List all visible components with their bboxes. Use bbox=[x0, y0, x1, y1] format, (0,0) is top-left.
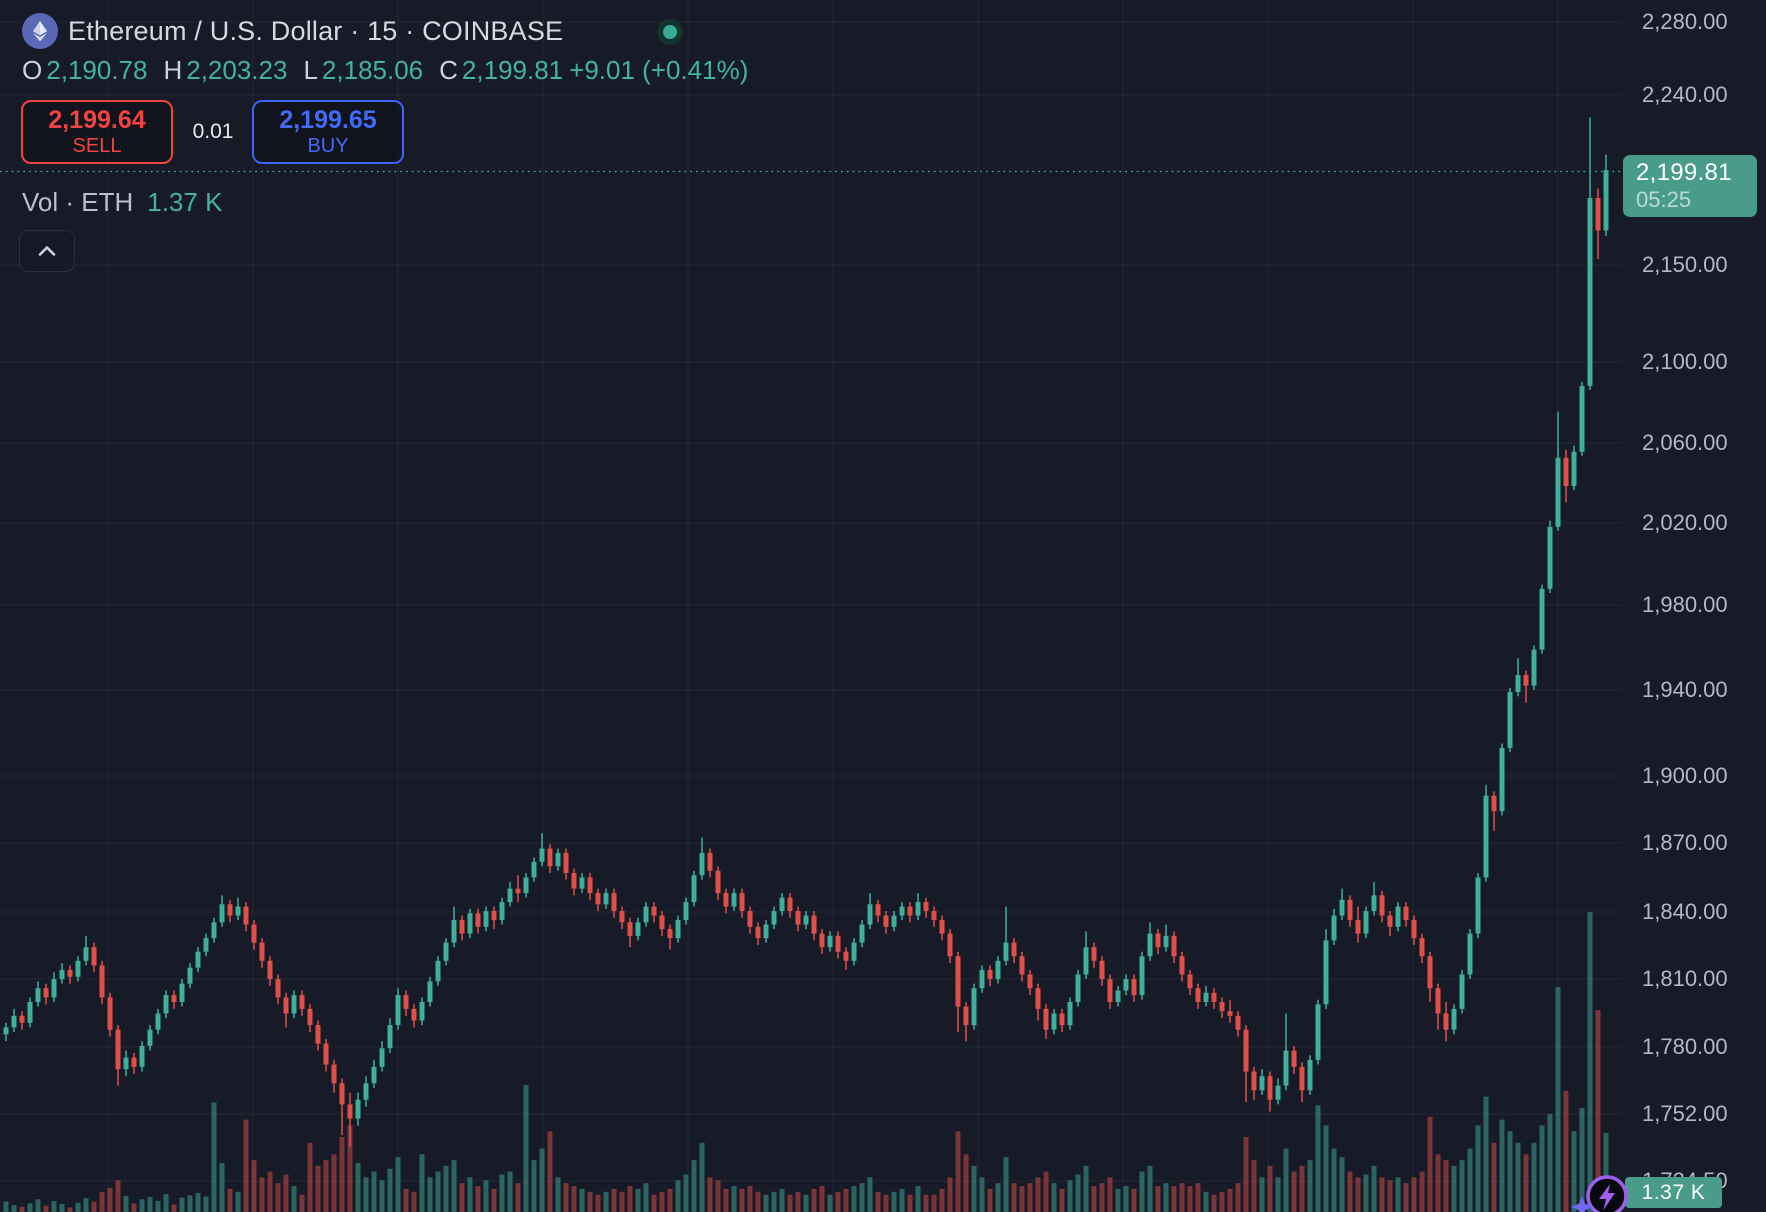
lightning-boost-icon[interactable] bbox=[1568, 1168, 1634, 1212]
low-label: L bbox=[303, 55, 318, 85]
volume-value: 1.37 K bbox=[147, 187, 223, 217]
price-axis-tick: 1,940.00 bbox=[1642, 677, 1728, 702]
high-value: 2,203.23 bbox=[186, 55, 288, 85]
buy-button[interactable]: 2,199.65 BUY bbox=[252, 100, 404, 164]
volume-axis-badge: 1.37 K bbox=[1625, 1177, 1722, 1208]
current-price-label: 2,199.81 05:25 bbox=[1623, 155, 1757, 217]
ethereum-icon bbox=[22, 13, 58, 49]
sell-button[interactable]: 2,199.64 SELL bbox=[21, 100, 173, 164]
change-value: +9.01 (+0.41%) bbox=[569, 55, 749, 85]
buy-price: 2,199.65 bbox=[279, 106, 377, 134]
ohlc-row: O 2,190.78 H 2,203.23 L 2,185.06 C 2,199… bbox=[22, 55, 748, 86]
sell-label: SELL bbox=[72, 135, 122, 157]
price-axis-tick: 2,020.00 bbox=[1642, 510, 1728, 535]
open-label: O bbox=[22, 55, 43, 85]
sparkle-icon bbox=[1571, 1196, 1593, 1212]
bar-countdown: 05:25 bbox=[1636, 187, 1692, 212]
market-status-dot[interactable] bbox=[657, 19, 683, 45]
open-value: 2,190.78 bbox=[46, 55, 148, 85]
price-axis-tick: 1,980.00 bbox=[1642, 592, 1728, 617]
price-axis-tick: 1,780.00 bbox=[1642, 1034, 1728, 1059]
collapse-toolbar-button[interactable] bbox=[19, 230, 75, 272]
price-axis-tick: 2,060.00 bbox=[1642, 430, 1728, 455]
volume-badge-value: 1.37 K bbox=[1641, 1180, 1706, 1204]
current-price-value: 2,199.81 bbox=[1636, 159, 1732, 186]
volume-label: Vol · ETH bbox=[22, 187, 134, 217]
status-dot-icon bbox=[663, 25, 677, 39]
symbol-title[interactable]: Ethereum / U.S. Dollar · 15 · COINBASE bbox=[68, 15, 564, 46]
price-axis-tick: 1,870.00 bbox=[1642, 830, 1728, 855]
price-axis-tick: 2,150.00 bbox=[1642, 252, 1728, 277]
sell-price: 2,199.64 bbox=[48, 106, 146, 134]
chevron-up-icon bbox=[38, 246, 56, 256]
lightning-icon bbox=[1599, 1184, 1615, 1210]
price-axis-tick: 2,240.00 bbox=[1642, 82, 1728, 107]
price-axis-tick: 2,100.00 bbox=[1642, 349, 1728, 374]
symbol-header: Ethereum / U.S. Dollar · 15 · COINBASE bbox=[22, 13, 563, 49]
spread-value: 0.01 bbox=[192, 120, 234, 143]
price-axis-tick: 1,752.00 bbox=[1642, 1101, 1728, 1126]
buy-label: BUY bbox=[307, 135, 349, 157]
price-axis-tick: 1,810.00 bbox=[1642, 966, 1728, 991]
low-value: 2,185.06 bbox=[321, 55, 424, 85]
close-label: C bbox=[439, 55, 458, 85]
close-value: 2,199.81 bbox=[461, 55, 564, 85]
volume-indicator-row[interactable]: Vol · ETH 1.37 K bbox=[22, 187, 222, 218]
price-axis-tick: 2,280.00 bbox=[1642, 9, 1728, 34]
price-axis-tick: 1,840.00 bbox=[1642, 899, 1728, 924]
high-label: H bbox=[163, 55, 183, 85]
price-axis-tick: 1,900.00 bbox=[1642, 763, 1728, 788]
